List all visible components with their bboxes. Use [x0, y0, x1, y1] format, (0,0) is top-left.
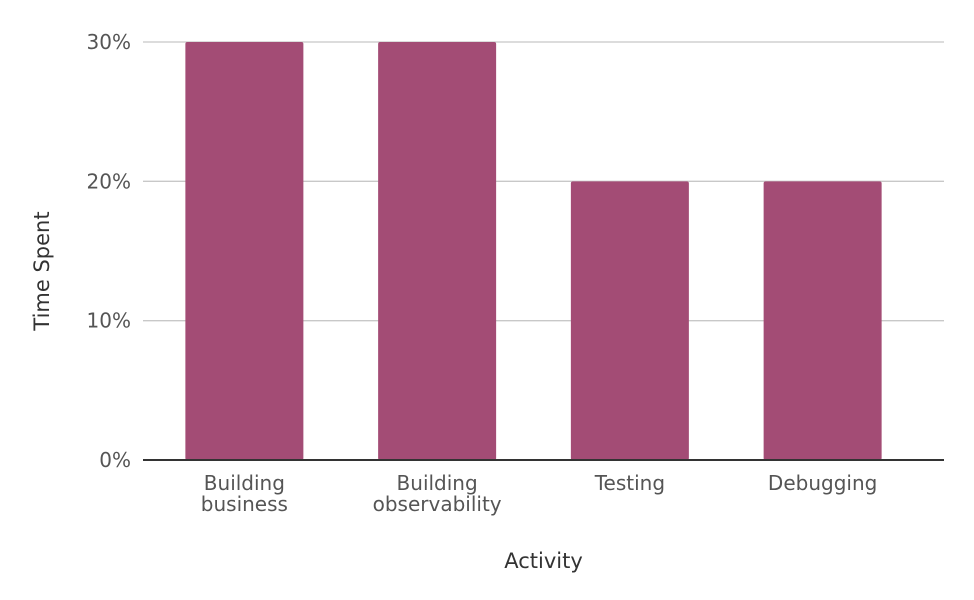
x-axis-category-labels: Building business Building observability Tes…: [201, 471, 878, 516]
x-category-label: Testing: [594, 471, 665, 495]
x-category-label: Debugging: [768, 471, 877, 495]
bar: [763, 181, 882, 461]
x-axis-title: Activity: [504, 549, 583, 573]
x-category-label: Building business: [201, 471, 288, 516]
bar: [378, 42, 497, 460]
y-tick-label: 20%: [87, 169, 131, 193]
y-tick-label: 30%: [87, 30, 131, 54]
bar: [185, 42, 304, 460]
bars: [185, 42, 882, 461]
y-tick-label: 0%: [99, 448, 131, 472]
bar: [570, 181, 689, 461]
y-axis-tick-labels: 0% 10% 20% 30%: [87, 30, 131, 472]
x-category-label: Building observability: [373, 471, 502, 516]
y-tick-label: 10%: [87, 309, 131, 333]
y-axis-title: Time Spent: [30, 211, 54, 331]
